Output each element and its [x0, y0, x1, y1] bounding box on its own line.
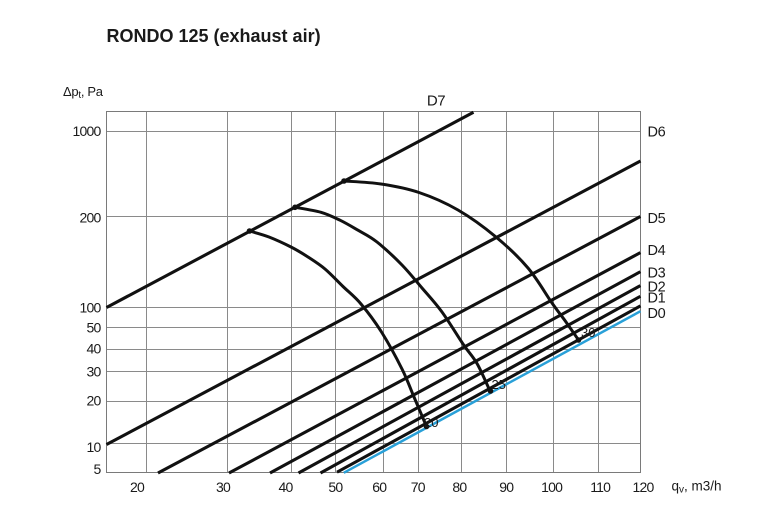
- svg-text:80: 80: [452, 479, 467, 495]
- svg-text:70: 70: [411, 479, 426, 495]
- svg-text:D1: D1: [648, 290, 666, 306]
- svg-text:D5: D5: [648, 211, 666, 227]
- svg-text:100: 100: [80, 299, 102, 315]
- svg-text:20: 20: [87, 393, 102, 409]
- svg-text:D2: D2: [648, 279, 666, 295]
- svg-text:25: 25: [492, 377, 506, 392]
- svg-text:30: 30: [216, 479, 231, 495]
- svg-text:D6: D6: [648, 124, 666, 140]
- svg-text:Δpt, Pa: Δpt, Pa: [63, 84, 104, 101]
- svg-text:60: 60: [372, 479, 387, 495]
- svg-text:110: 110: [590, 479, 611, 495]
- svg-text:50: 50: [87, 319, 102, 335]
- svg-text:5: 5: [94, 461, 102, 477]
- svg-text:40: 40: [279, 479, 294, 495]
- svg-text:200: 200: [80, 209, 102, 225]
- svg-text:30: 30: [581, 325, 595, 340]
- svg-text:120: 120: [633, 479, 655, 495]
- svg-text:D0: D0: [648, 306, 666, 322]
- svg-text:90: 90: [499, 479, 514, 495]
- svg-text:qv, m3/h: qv, m3/h: [672, 478, 722, 495]
- svg-text:30: 30: [87, 364, 102, 380]
- svg-text:20: 20: [424, 415, 438, 430]
- svg-text:100: 100: [541, 479, 563, 495]
- svg-text:1000: 1000: [73, 123, 102, 139]
- svg-text:D4: D4: [648, 243, 666, 259]
- svg-text:RONDO 125 (exhaust air): RONDO 125 (exhaust air): [107, 26, 321, 46]
- svg-text:50: 50: [328, 479, 343, 495]
- svg-text:40: 40: [87, 341, 102, 357]
- svg-text:10: 10: [87, 439, 102, 455]
- svg-text:20: 20: [130, 479, 145, 495]
- svg-text:D7: D7: [427, 93, 445, 110]
- svg-text:D3: D3: [648, 265, 666, 281]
